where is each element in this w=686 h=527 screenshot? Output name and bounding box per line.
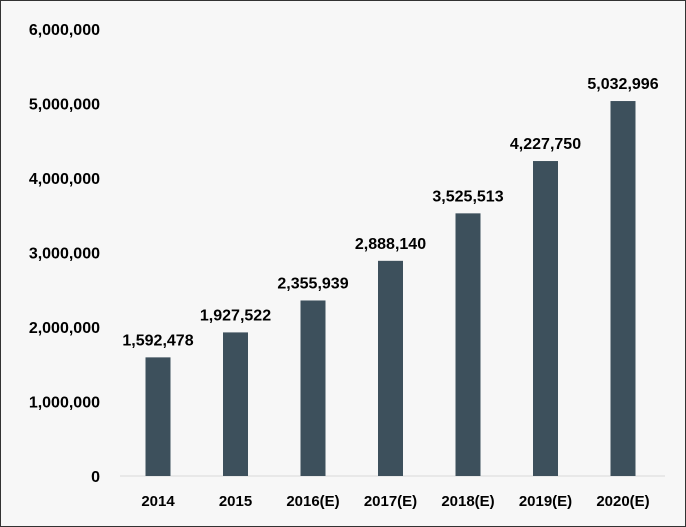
x-tick-label: 2020(E) bbox=[596, 493, 649, 510]
data-label: 5,032,996 bbox=[587, 76, 658, 93]
data-label: 1,927,522 bbox=[200, 307, 271, 324]
x-tick-label: 2017(E) bbox=[364, 493, 417, 510]
data-label: 3,525,513 bbox=[432, 188, 503, 205]
x-tick-label: 2014 bbox=[141, 493, 175, 510]
data-label: 4,227,750 bbox=[510, 136, 581, 153]
y-tick-label: 5,000,000 bbox=[29, 97, 100, 114]
bar-2014 bbox=[145, 357, 171, 476]
y-tick-label: 0 bbox=[91, 469, 100, 486]
bar-2020e bbox=[610, 101, 636, 476]
bar-2018e bbox=[455, 213, 481, 476]
data-label: 2,355,939 bbox=[277, 275, 348, 292]
y-tick-label: 6,000,000 bbox=[29, 22, 100, 39]
x-tick-label: 2019(E) bbox=[519, 493, 572, 510]
bar-2019e bbox=[533, 161, 558, 476]
data-label: 2,888,140 bbox=[355, 236, 426, 253]
bar-2016e bbox=[300, 300, 326, 476]
data-label: 1,592,478 bbox=[122, 332, 193, 349]
y-tick-label: 4,000,000 bbox=[29, 171, 100, 188]
y-tick-label: 2,000,000 bbox=[29, 320, 100, 337]
bar-2017e bbox=[378, 260, 403, 476]
x-tick-label: 2016(E) bbox=[286, 493, 339, 510]
y-tick-label: 1,000,000 bbox=[29, 395, 100, 412]
y-tick-label: 3,000,000 bbox=[29, 246, 100, 263]
bar-2015 bbox=[223, 332, 248, 476]
x-tick-label: 2015 bbox=[219, 493, 252, 510]
x-tick-label: 2018(E) bbox=[441, 493, 494, 510]
